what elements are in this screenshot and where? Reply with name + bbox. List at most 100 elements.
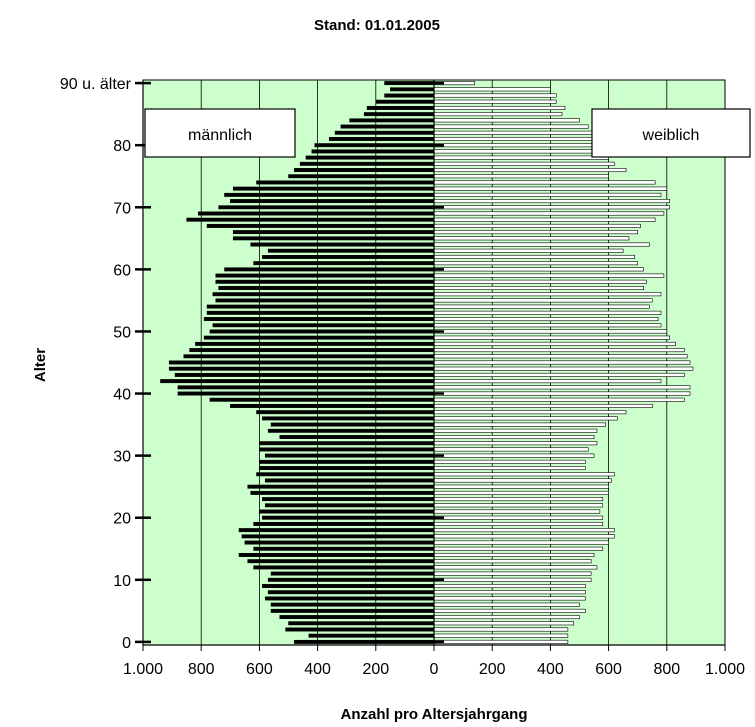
bar-male [270, 422, 435, 427]
bar-female [433, 87, 551, 92]
bar-male [390, 87, 435, 92]
bar-female [433, 267, 644, 272]
bar-female [433, 105, 566, 110]
bar-male [253, 565, 435, 570]
bar-male [183, 354, 435, 359]
bar-female [433, 199, 671, 204]
x-tick-label: 400 [304, 661, 331, 678]
bar-female [433, 248, 624, 253]
bar-female [433, 242, 650, 247]
bar-female [433, 577, 592, 582]
bar-male [256, 472, 435, 477]
bar-female [433, 391, 691, 396]
legend-male-label: männlich [188, 127, 252, 144]
x-tick-label: 800 [653, 661, 680, 678]
bar-female [433, 348, 685, 353]
bar-female [433, 528, 615, 533]
y-axis: 0 10 20 30 40 50 60 70 80 90 u. älter [60, 76, 444, 652]
bar-female [433, 149, 612, 154]
bar-female [433, 186, 668, 191]
bar-male [174, 372, 435, 377]
bar-female [433, 341, 676, 346]
bar-male [160, 379, 435, 384]
bar-female [433, 540, 609, 545]
bar-male [232, 236, 435, 241]
bar-male [340, 124, 435, 129]
bar-female [433, 323, 662, 328]
bar-female [433, 174, 609, 179]
bar-female [433, 161, 615, 166]
x-tick-label: 200 [362, 661, 389, 678]
bar-female [433, 608, 586, 613]
y-tick-label: 40 [113, 387, 131, 404]
bar-male [247, 484, 435, 489]
bar-male [259, 459, 435, 464]
bar-male [270, 602, 435, 607]
bar-male [264, 453, 435, 458]
bar-female [433, 397, 685, 402]
bar-female [433, 261, 638, 266]
bar-female [433, 118, 580, 123]
bar-male [270, 608, 435, 613]
x-tick-label: 200 [479, 661, 506, 678]
bar-male [299, 161, 435, 166]
y-tick-label: 60 [113, 262, 131, 279]
bar-male [279, 615, 435, 620]
bar-male [230, 404, 435, 408]
bar-female [433, 304, 650, 309]
bar-male [212, 292, 435, 297]
bar-female [433, 546, 604, 551]
bar-female [433, 180, 656, 185]
x-axis: 1.000 800 600 400 200 0 200 400 600 800 1.000 [123, 644, 745, 678]
bar-male [270, 571, 435, 576]
legend-male: männlich [144, 108, 296, 158]
bar-female [433, 192, 662, 197]
bar-female [433, 410, 627, 415]
bar-female [433, 590, 586, 595]
bar-female [433, 466, 586, 471]
bar-female [433, 366, 694, 371]
bar-female [433, 136, 601, 141]
bar-female [433, 155, 609, 160]
bar-female [433, 459, 586, 464]
bar-male [198, 211, 435, 216]
bar-female [433, 205, 671, 210]
bar-male [250, 242, 435, 247]
bar-male [308, 633, 435, 638]
bar-male [218, 205, 435, 210]
legend-female-label: weiblich [642, 127, 700, 144]
bar-female [433, 372, 685, 377]
chart-title: Stand: 01.01.2005 [314, 17, 440, 34]
bar-female [433, 168, 627, 173]
bar-female [433, 230, 638, 235]
bar-male [247, 559, 435, 564]
bar-male [363, 112, 435, 117]
bar-female [433, 428, 598, 433]
bar-male [218, 286, 435, 290]
bar-female [433, 335, 671, 340]
bar-male [238, 528, 435, 533]
bar-female [433, 509, 601, 514]
legend-female-box [591, 108, 751, 158]
bar-female [433, 273, 665, 278]
bar-female [433, 478, 612, 483]
bar-female [433, 112, 563, 117]
bar-male [215, 298, 435, 303]
bar-female [433, 93, 557, 98]
x-axis-label: Anzahl pro Altersjahrgang [341, 706, 528, 723]
bar-male [232, 230, 435, 235]
bar-female [433, 453, 595, 458]
bar-male [294, 639, 435, 644]
y-tick-label: 80 [113, 138, 131, 155]
bar-male [262, 584, 435, 588]
bar-male [349, 118, 435, 123]
bar-male [305, 155, 435, 160]
bar-female [433, 379, 662, 384]
bar-female [433, 447, 589, 452]
bar-male [259, 466, 435, 471]
x-tick-label: 400 [537, 661, 564, 678]
bar-male [232, 186, 435, 191]
bar-male [215, 279, 435, 284]
x-tick-label: 800 [188, 661, 215, 678]
bar-male [294, 168, 435, 172]
